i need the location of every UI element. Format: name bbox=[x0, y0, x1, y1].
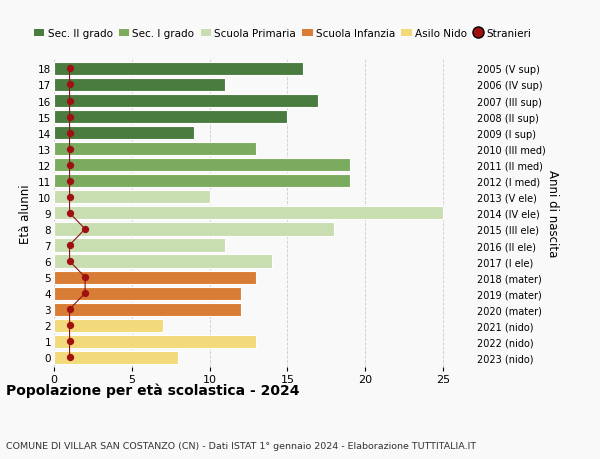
Point bbox=[80, 274, 90, 281]
Bar bbox=[54, 159, 350, 172]
Bar bbox=[54, 239, 225, 252]
Point bbox=[65, 210, 74, 217]
Point bbox=[65, 66, 74, 73]
Bar bbox=[54, 223, 334, 236]
Point bbox=[65, 98, 74, 105]
Point bbox=[65, 338, 74, 345]
Text: COMUNE DI VILLAR SAN COSTANZO (CN) - Dati ISTAT 1° gennaio 2024 - Elaborazione T: COMUNE DI VILLAR SAN COSTANZO (CN) - Dat… bbox=[6, 441, 476, 450]
Bar bbox=[54, 207, 443, 220]
Bar bbox=[54, 143, 256, 156]
Point bbox=[65, 114, 74, 121]
Bar bbox=[54, 111, 287, 124]
Point bbox=[65, 258, 74, 265]
Bar bbox=[54, 351, 178, 364]
Bar bbox=[54, 127, 194, 140]
Legend: Sec. II grado, Sec. I grado, Scuola Primaria, Scuola Infanzia, Asilo Nido, Stran: Sec. II grado, Sec. I grado, Scuola Prim… bbox=[30, 25, 536, 43]
Bar bbox=[54, 63, 303, 76]
Point bbox=[80, 290, 90, 297]
Bar bbox=[54, 271, 256, 284]
Point bbox=[65, 354, 74, 361]
Point bbox=[65, 242, 74, 249]
Bar bbox=[54, 335, 256, 348]
Bar bbox=[54, 95, 319, 108]
Point bbox=[65, 306, 74, 313]
Bar bbox=[54, 175, 350, 188]
Y-axis label: Età alunni: Età alunni bbox=[19, 184, 32, 243]
Bar bbox=[54, 255, 272, 268]
Y-axis label: Anni di nascita: Anni di nascita bbox=[547, 170, 559, 257]
Bar bbox=[54, 79, 225, 92]
Point bbox=[65, 130, 74, 137]
Point bbox=[65, 146, 74, 153]
Point bbox=[65, 322, 74, 329]
Point bbox=[65, 162, 74, 169]
Point bbox=[80, 226, 90, 233]
Bar bbox=[54, 303, 241, 316]
Point bbox=[65, 82, 74, 89]
Bar bbox=[54, 287, 241, 300]
Point bbox=[65, 194, 74, 201]
Point bbox=[65, 178, 74, 185]
Text: Popolazione per età scolastica - 2024: Popolazione per età scolastica - 2024 bbox=[6, 382, 299, 397]
Bar bbox=[54, 191, 209, 204]
Bar bbox=[54, 319, 163, 332]
